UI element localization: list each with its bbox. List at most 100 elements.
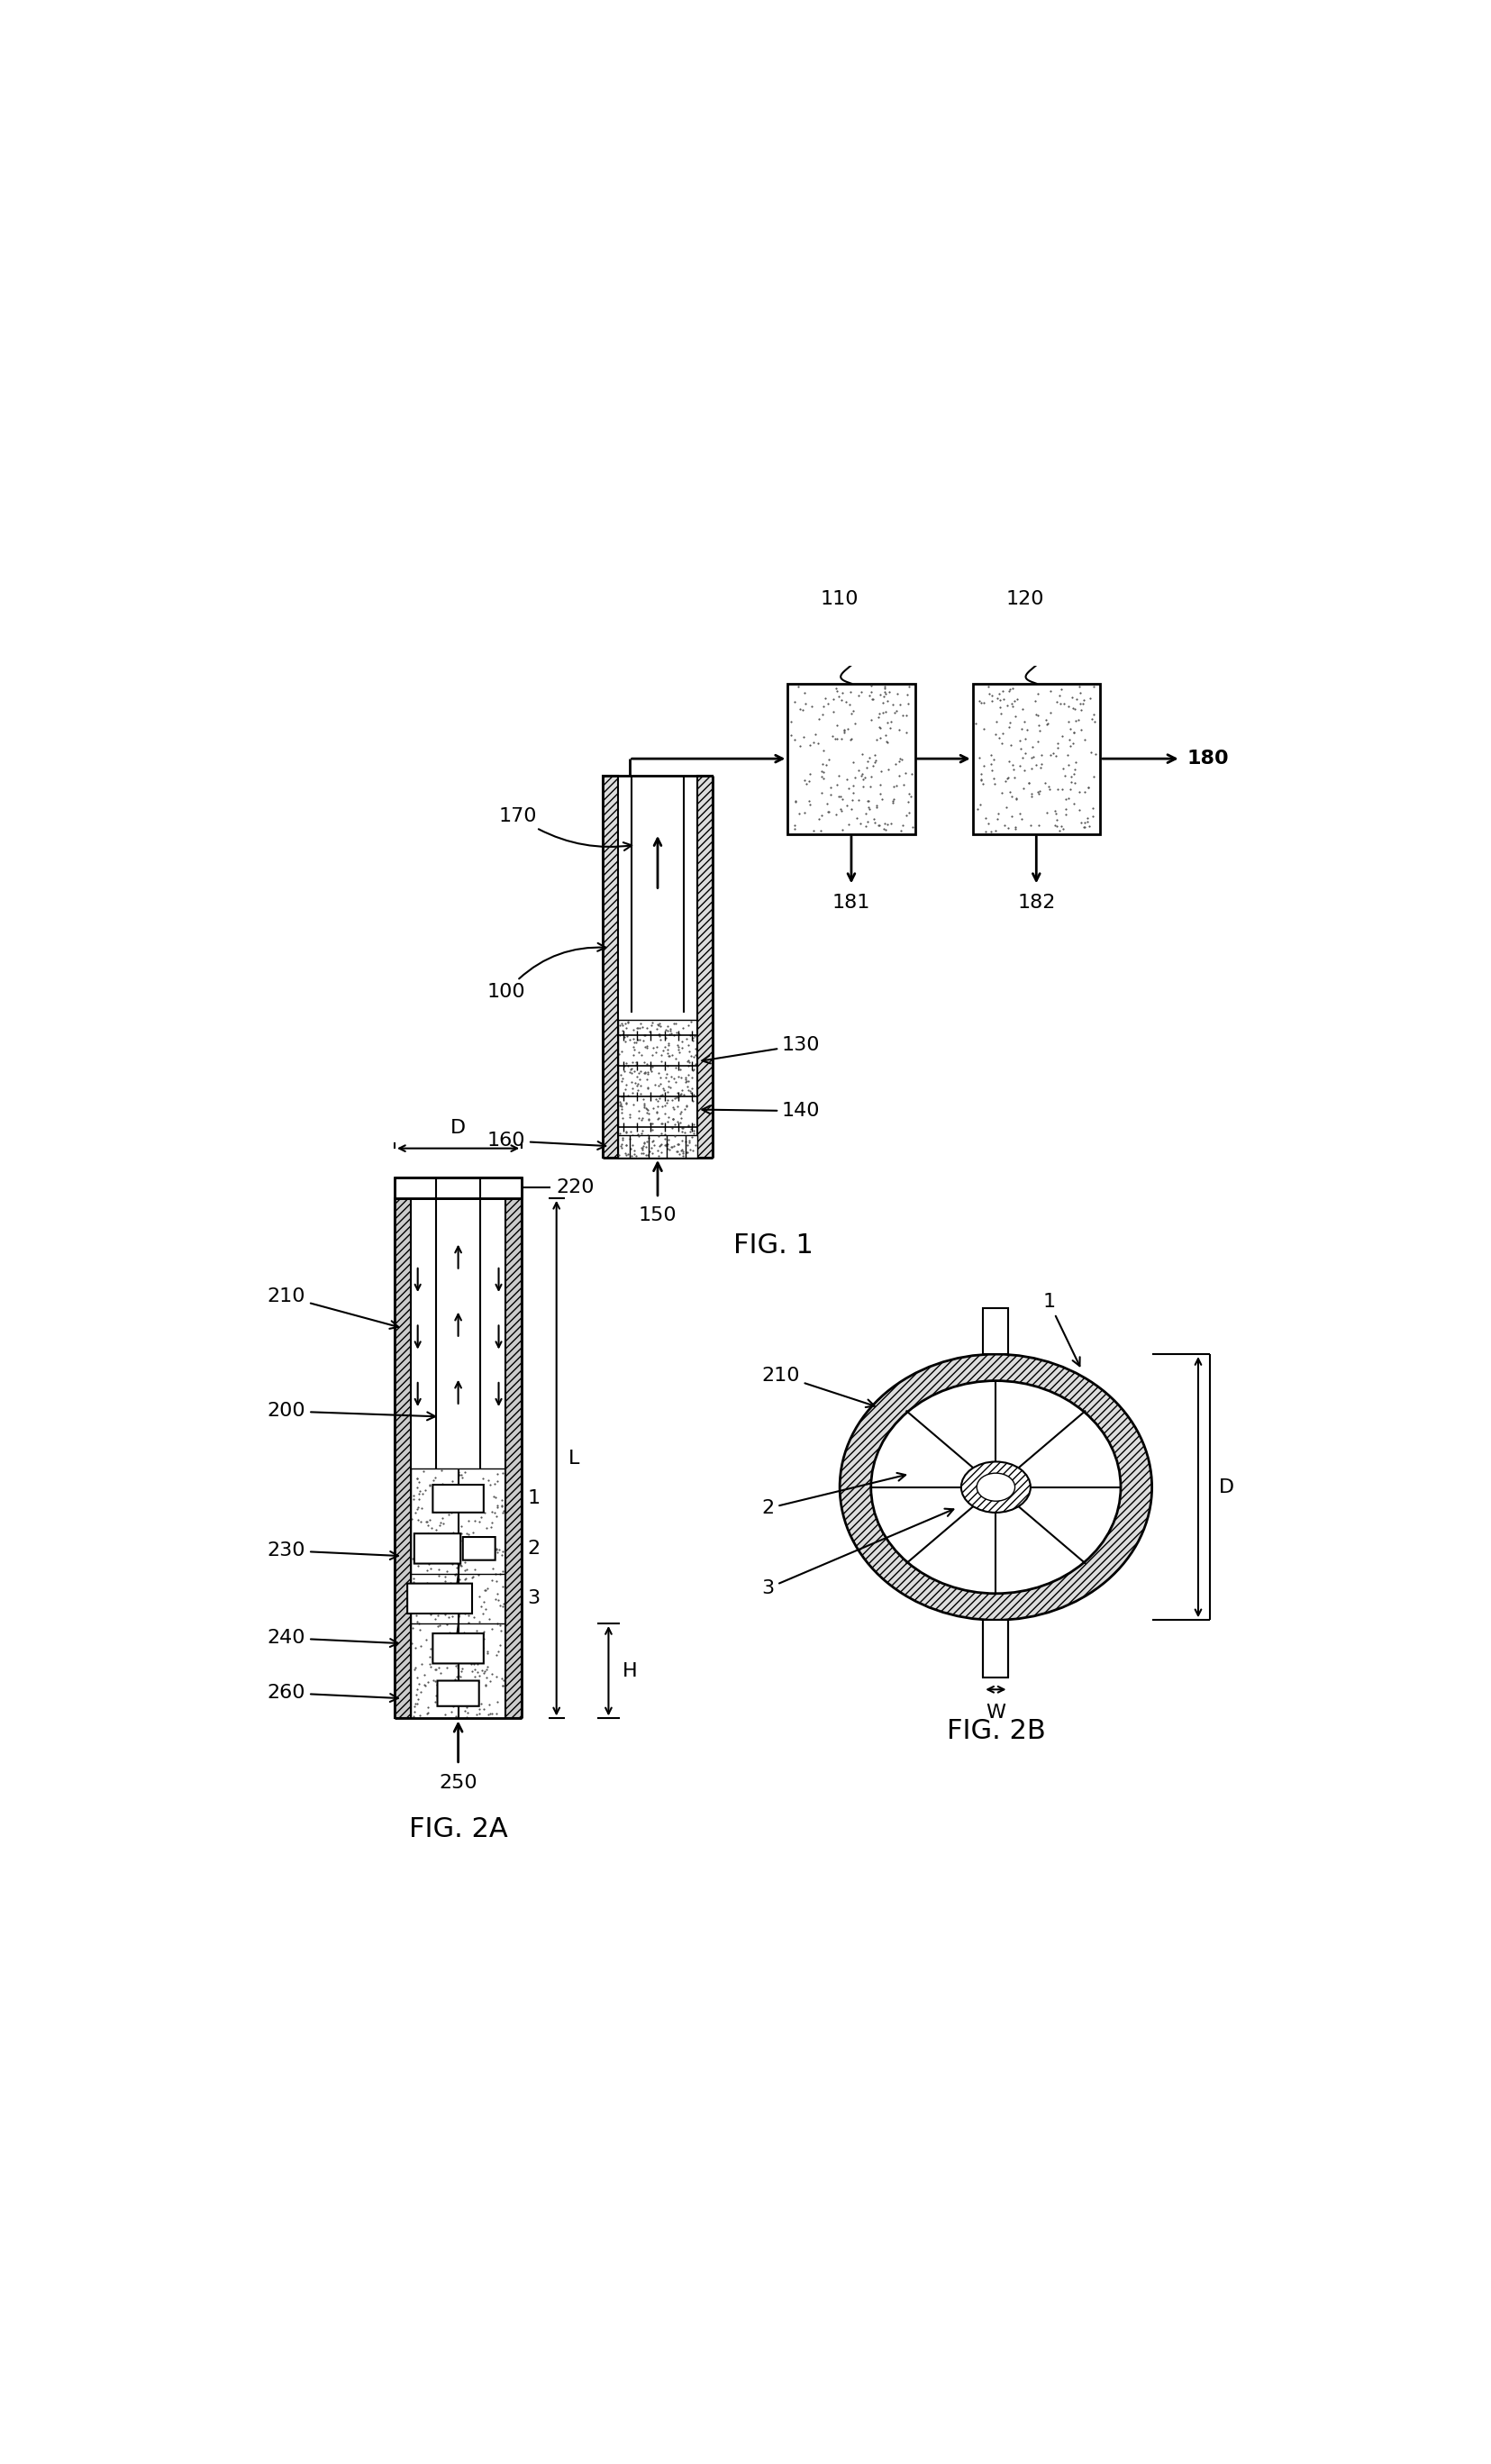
Point: [678, 1109, 702, 1148]
Point: [616, 1074, 640, 1114]
Point: [643, 1064, 666, 1104]
Ellipse shape: [960, 1461, 1030, 1513]
Text: FIG. 2B: FIG. 2B: [945, 1717, 1045, 1745]
Point: [875, 702, 899, 742]
Point: [677, 1032, 701, 1072]
Point: [655, 1030, 678, 1069]
Point: [862, 803, 886, 843]
Point: [471, 1629, 495, 1668]
Point: [662, 1003, 686, 1042]
Point: [680, 1050, 704, 1089]
Point: [1059, 678, 1082, 717]
Point: [971, 683, 994, 722]
Point: [674, 1062, 698, 1101]
Point: [649, 1035, 672, 1074]
Point: [440, 1538, 464, 1577]
Point: [877, 673, 901, 712]
Point: [669, 1069, 693, 1109]
Point: [655, 1035, 678, 1074]
Point: [455, 1678, 479, 1717]
Point: [828, 788, 851, 828]
Point: [646, 1015, 669, 1055]
Point: [655, 1057, 678, 1096]
Point: [414, 1562, 438, 1602]
Point: [489, 1535, 513, 1574]
Point: [653, 1126, 677, 1165]
Point: [878, 710, 902, 749]
Point: [658, 1133, 681, 1173]
Point: [416, 1506, 440, 1545]
Point: [842, 756, 866, 796]
Point: [491, 1567, 514, 1607]
Point: [431, 1683, 455, 1722]
Point: [476, 1530, 499, 1570]
Point: [449, 1545, 473, 1584]
Point: [610, 1015, 634, 1055]
Point: [400, 1624, 423, 1663]
Point: [468, 1587, 492, 1626]
Point: [412, 1666, 435, 1705]
Point: [790, 717, 814, 756]
Point: [796, 761, 820, 801]
Point: [440, 1693, 464, 1732]
Point: [652, 1069, 675, 1109]
Point: [822, 692, 845, 732]
Point: [850, 759, 874, 798]
Point: [1002, 680, 1026, 719]
Point: [607, 1005, 631, 1045]
Point: [613, 1045, 637, 1084]
Point: [872, 668, 896, 707]
Point: [862, 798, 886, 838]
Text: FIG. 2A: FIG. 2A: [409, 1816, 507, 1843]
Point: [419, 1589, 443, 1629]
Point: [474, 1570, 498, 1609]
Point: [614, 1126, 638, 1165]
Point: [665, 1131, 689, 1170]
Point: [659, 1013, 683, 1052]
Point: [444, 1698, 468, 1737]
Point: [781, 806, 805, 845]
Point: [781, 808, 805, 848]
Point: [683, 1126, 707, 1165]
Point: [663, 1047, 687, 1087]
Point: [625, 1114, 649, 1153]
Point: [613, 1121, 637, 1161]
Point: [798, 786, 822, 825]
Point: [650, 1121, 674, 1161]
Bar: [435, 1178, 480, 1469]
Point: [620, 1126, 644, 1165]
Point: [610, 1129, 634, 1168]
Point: [479, 1508, 502, 1547]
Point: [456, 1501, 480, 1540]
Point: [455, 1688, 479, 1727]
Point: [1042, 806, 1066, 845]
Point: [613, 1126, 637, 1165]
Point: [1044, 737, 1068, 776]
Point: [643, 1032, 666, 1072]
Point: [996, 707, 1020, 747]
Point: [426, 1648, 450, 1688]
Point: [619, 1136, 643, 1175]
Point: [681, 1018, 705, 1057]
Point: [429, 1518, 453, 1557]
Point: [839, 695, 863, 734]
Point: [854, 806, 878, 845]
FancyBboxPatch shape: [432, 1486, 483, 1513]
Point: [859, 673, 883, 712]
Point: [492, 1661, 516, 1700]
Point: [895, 796, 918, 835]
Point: [407, 1604, 431, 1643]
Point: [1079, 700, 1103, 739]
Point: [467, 1530, 491, 1570]
Point: [610, 1089, 634, 1129]
Point: [989, 695, 1012, 734]
Point: [488, 1530, 511, 1570]
Point: [647, 1133, 671, 1173]
Point: [456, 1589, 480, 1629]
Point: [814, 784, 838, 823]
Point: [479, 1538, 502, 1577]
Point: [488, 1604, 511, 1643]
Bar: [631, 776, 683, 1013]
FancyBboxPatch shape: [407, 1584, 471, 1614]
Point: [1044, 801, 1068, 840]
